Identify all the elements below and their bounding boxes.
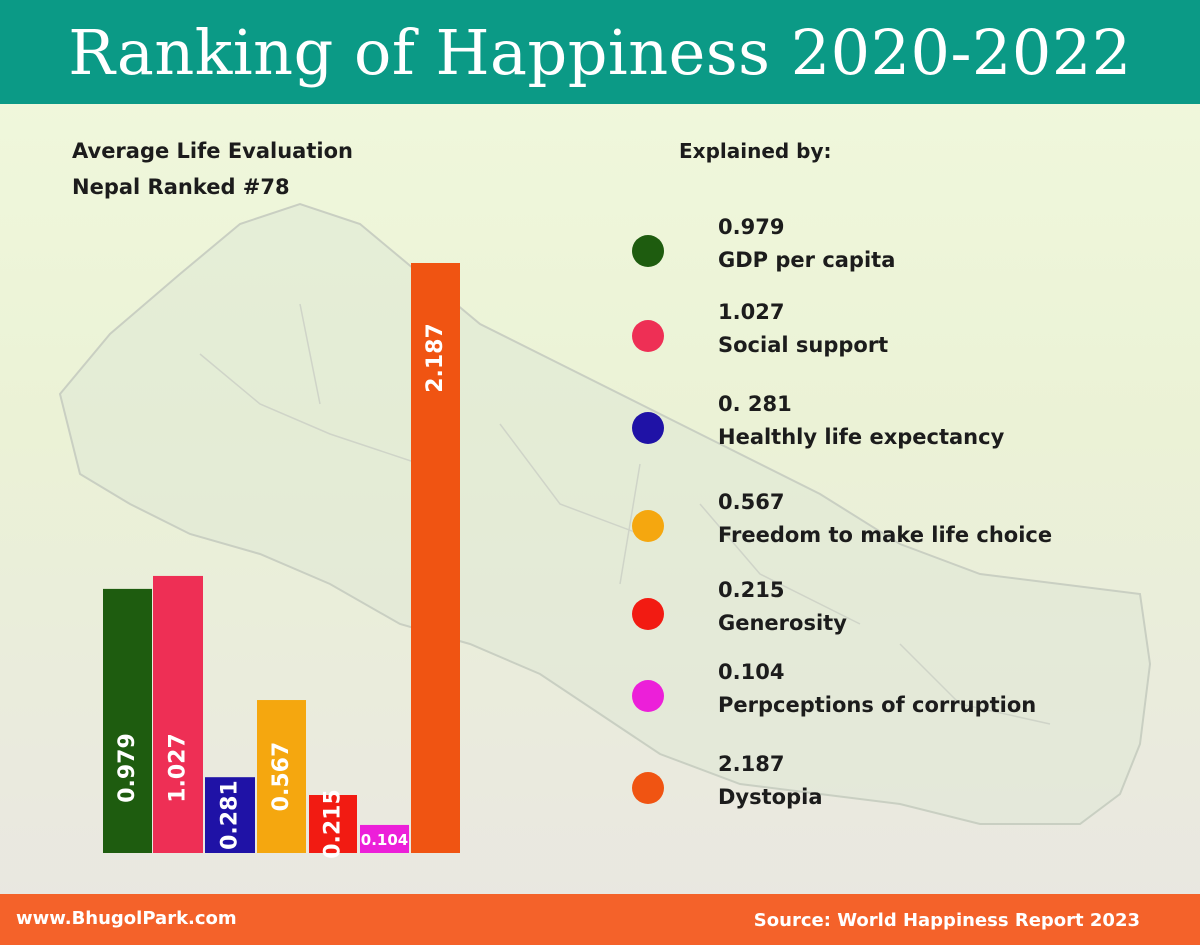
bar-value-label: 0.281 [218, 780, 243, 850]
header-banner: Ranking of Happiness 2020-2022 [0, 0, 1200, 104]
legend-label: Dystopia [718, 785, 823, 809]
legend-dot [632, 772, 664, 804]
legend-dot [632, 510, 664, 542]
bar-value-label: 1.027 [166, 733, 191, 803]
source-text: World Happiness Report 2023 [837, 910, 1140, 931]
legend-label: Freedom to make life choice [718, 523, 1053, 547]
source-credit: Source: World Happiness Report 2023 [754, 910, 1140, 931]
bar-gdp-per-capita [103, 588, 152, 853]
legend-value: 0.104 [718, 660, 785, 684]
legend-value: 0.979 [718, 215, 785, 239]
bar-freedom-to-make-life-choice [257, 700, 306, 853]
legend-dot [632, 598, 664, 630]
legend-label: Social support [718, 333, 889, 357]
bar-value-label: 2.187 [423, 323, 448, 393]
legend-dot [632, 412, 664, 444]
legend-label: Generosity [718, 611, 847, 635]
legend-value: 0.215 [718, 578, 785, 602]
legend-value: 2.187 [718, 752, 785, 776]
legend-heading: Explained by: [679, 139, 832, 163]
legend-value: 0. 281 [718, 392, 792, 416]
bar-perpceptions-of-corruption [360, 824, 409, 853]
legend-dot [632, 235, 664, 267]
legend-label: GDP per capita [718, 248, 896, 272]
legend-value: 1.027 [718, 300, 785, 324]
legend-label: Perpceptions of corruption [718, 693, 1037, 717]
bar-value-label: 0.979 [115, 733, 140, 803]
legend-value: 0.567 [718, 490, 785, 514]
bar-healthly-life-expectancy [205, 777, 255, 853]
chart-subtitle-average-life-evaluation: Average Life Evaluation [72, 139, 353, 163]
bar-value-label: 0.215 [321, 789, 346, 859]
website-link[interactable]: www.BhugolPark.com [16, 908, 237, 929]
bar-value-label: 0.104 [361, 831, 408, 849]
bar-dystopia [411, 263, 460, 853]
chart-subtitle-nepal-rank: Nepal Ranked #78 [72, 175, 290, 199]
bar-social-support [153, 575, 203, 853]
nepal-map-background [58, 202, 1152, 825]
footer-bar: www.BhugolPark.com Source: World Happine… [0, 894, 1200, 945]
legend-dot [632, 320, 664, 352]
source-label: Source: [753, 910, 831, 931]
bar-generosity [309, 794, 357, 853]
legend-dot [632, 680, 664, 712]
legend-label: Healthly life expectancy [718, 425, 1005, 449]
bar-chart: 0.979 1.027 0.281 0.567 0.215 0.104 2.187 [103, 263, 460, 859]
bar-value-label: 0.567 [269, 742, 294, 812]
page-title: Ranking of Happiness 2020-2022 [68, 15, 1132, 89]
